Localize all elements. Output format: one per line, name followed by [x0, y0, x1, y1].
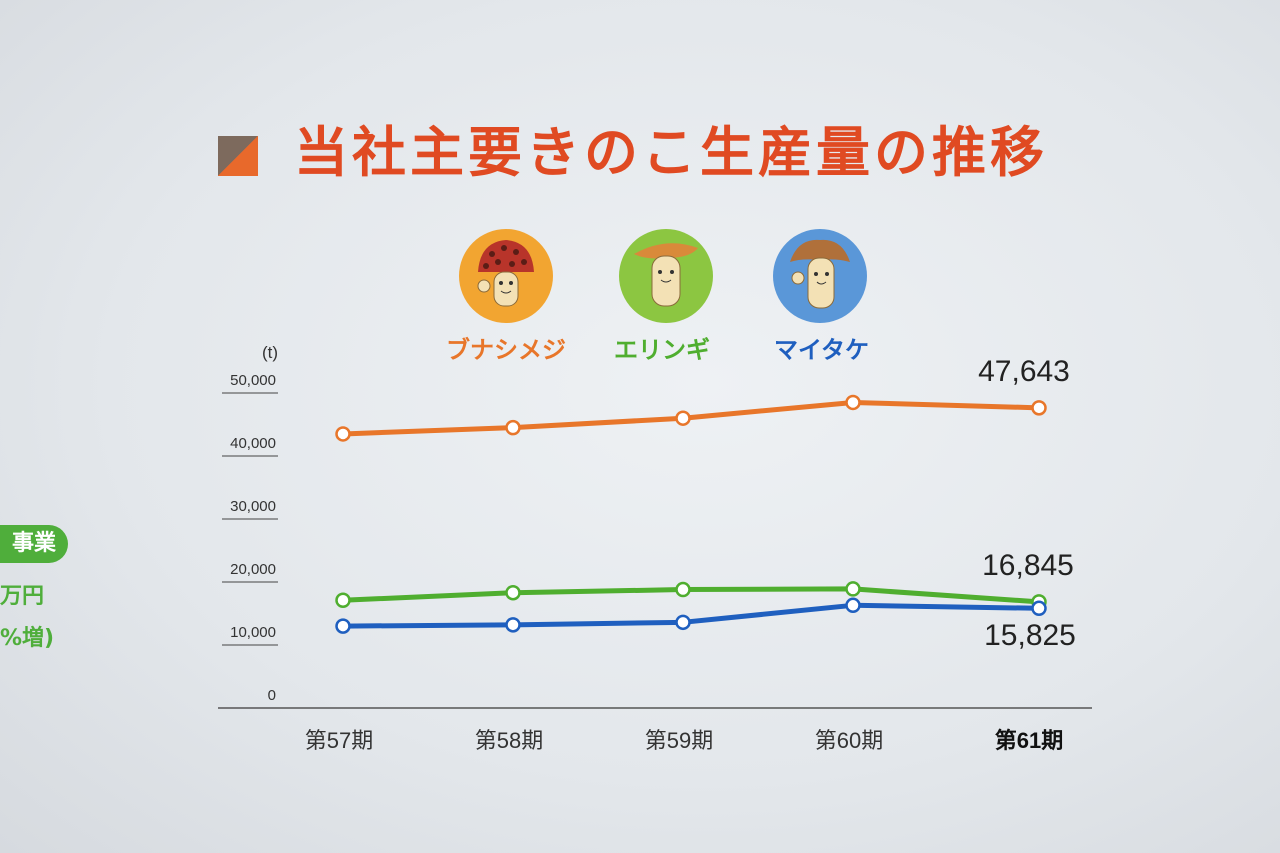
y-axis-unit: (t) — [262, 343, 278, 362]
data-point — [845, 597, 861, 614]
end-value-label: 47,643 — [978, 355, 1070, 388]
data-point — [1031, 600, 1047, 617]
data-point — [675, 614, 691, 631]
data-point — [335, 592, 351, 609]
legend-label-maitake: マイタケ — [774, 336, 870, 364]
series-line-2 — [342, 602, 1040, 629]
chart-title-block: 当社主要きのこ生産量の推移 — [218, 108, 1048, 187]
data-point — [1031, 400, 1047, 416]
data-point — [845, 394, 861, 411]
x-tick-label: 第61期 — [995, 728, 1063, 753]
end-value-label: 16,845 — [982, 549, 1074, 582]
data-point — [505, 617, 521, 633]
x-tick-label: 第58期 — [475, 728, 543, 753]
y-tick-label: 50,000 — [230, 372, 276, 389]
x-tick-label: 第57期 — [305, 728, 373, 753]
x-tick-label: 第59期 — [645, 728, 713, 753]
data-point — [675, 410, 691, 426]
chart-title: 当社主要きのこ生産量の推移 — [294, 121, 1048, 184]
x-tick-label: 第60期 — [815, 728, 883, 753]
bunashimeji-mascot-icon — [459, 229, 553, 323]
data-point — [845, 581, 861, 597]
end-value-label: 15,825 — [984, 619, 1076, 652]
y-tick-label: 20,000 — [230, 561, 276, 578]
maitake-mascot-icon — [773, 229, 867, 323]
data-point — [335, 618, 351, 634]
series-line-0 — [342, 399, 1040, 437]
y-tick-label: 0 — [268, 687, 276, 704]
side-text-2: %増) — [0, 626, 55, 651]
series-line-1 — [342, 586, 1040, 605]
y-tick-label: 30,000 — [230, 498, 276, 515]
legend-label-bunashimeji: ブナシメジ — [446, 336, 566, 364]
y-tick-label: 40,000 — [230, 435, 276, 452]
data-point — [335, 426, 351, 442]
side-text-1: 万円 — [0, 584, 45, 609]
data-point — [675, 581, 691, 598]
data-point — [505, 584, 521, 601]
legend-label-eringi: エリンギ — [614, 336, 710, 364]
data-point — [505, 419, 521, 436]
side-badge: 事業 — [0, 525, 68, 563]
y-tick-label: 10,000 — [230, 624, 276, 641]
title-square-icon — [218, 135, 258, 176]
eringi-mascot-icon — [619, 229, 713, 323]
